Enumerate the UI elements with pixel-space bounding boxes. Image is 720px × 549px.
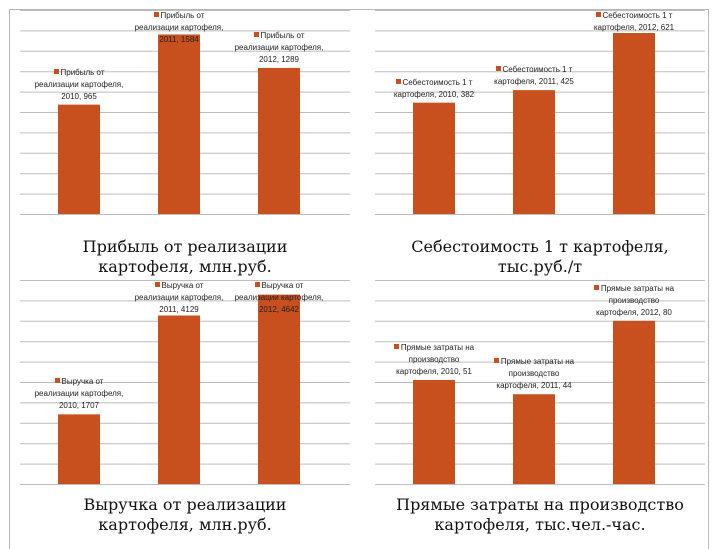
- chart-direct-costs-plot: [375, 280, 705, 485]
- chart-cost: Себестоимость 1 т картофеля, тыс.руб./т …: [375, 10, 705, 282]
- chart-cost-data-label-2010: Себестоимость 1 т картофеля, 2010, 382: [389, 77, 479, 101]
- chart-revenue-bar-2012: [258, 294, 300, 484]
- data-label-text: Прибыль от реализации картофеля, 2011, 1…: [134, 11, 224, 44]
- legend-swatch-icon: [395, 78, 401, 84]
- chart-revenue-title: Выручка от реализации картофеля, млн.руб…: [83, 495, 287, 534]
- data-label-text: Прямые затраты на производство картофеля…: [596, 283, 675, 317]
- chart-cost-bar-2010: [413, 102, 455, 214]
- chart-profit-data-label-2012: Прибыль от реализации картофеля, 2012, 1…: [234, 30, 324, 66]
- data-label-text: Себестоимость 1 т картофеля, 2012, 621: [593, 11, 675, 32]
- chart-revenue-data-label-2012: Выручка от реализации картофеля, 2012, 4…: [234, 280, 324, 316]
- chart-revenue-bar-2010: [58, 414, 100, 484]
- chart-cost-data-label-2011: Себестоимость 1 т картофеля, 2011, 425: [489, 64, 579, 88]
- chart-direct-costs-data-label-2011: Прямые затраты на производство картофеля…: [489, 356, 579, 392]
- legend-swatch-icon: [495, 66, 501, 72]
- data-label-text: Выручка от реализации картофеля, 2011, 4…: [134, 281, 224, 314]
- chart-profit-title: Прибыль от реализации картофеля, млн.руб…: [82, 237, 288, 276]
- chart-profit: Прибыль от реализации картофеля, млн.руб…: [20, 10, 350, 282]
- chart-direct-costs-title: Прямые затраты на производство картофеля…: [396, 495, 684, 534]
- data-label-text: Прямые затраты на производство картофеля…: [396, 342, 475, 376]
- chart-profit-bar-2012: [258, 67, 300, 214]
- slide-border: [9, 9, 709, 549]
- legend-swatch-icon: [593, 284, 599, 290]
- legend-swatch-icon: [54, 378, 60, 384]
- chart-profit-plot: [20, 10, 350, 215]
- chart-profit-bar-2011: [158, 34, 200, 215]
- chart-cost-title: Себестоимость 1 т картофеля, тыс.руб./т: [411, 237, 669, 276]
- data-label-text: Прибыль от реализации картофеля, 2012, 1…: [234, 30, 324, 64]
- chart-revenue-plot: [20, 280, 350, 485]
- chart-direct-costs-bar-2012: [613, 320, 655, 484]
- legend-swatch-icon: [595, 12, 601, 17]
- legend-swatch-icon: [53, 68, 59, 74]
- legend-swatch-icon: [154, 282, 160, 287]
- data-label-text: Прибыль от реализации картофеля, 2010, 9…: [34, 67, 124, 101]
- data-label-text: Себестоимость 1 т картофеля, 2010, 382: [393, 77, 475, 99]
- legend-swatch-icon: [393, 343, 399, 349]
- chart-profit-bar-2010: [58, 104, 100, 214]
- chart-direct-costs-bar-2010: [413, 379, 455, 484]
- chart-profit-data-label-2010: Прибыль от реализации картофеля, 2010, 9…: [34, 67, 124, 103]
- chart-revenue-data-label-2011: Выручка от реализации картофеля, 2011, 4…: [134, 280, 224, 316]
- chart-revenue-bar-2011: [158, 315, 200, 484]
- legend-swatch-icon: [153, 12, 159, 17]
- legend-swatch-icon: [253, 31, 259, 37]
- chart-direct-costs-bar-2011: [513, 394, 555, 484]
- chart-cost-bar-2012: [613, 33, 655, 214]
- data-label-text: Себестоимость 1 т картофеля, 2011, 425: [494, 65, 574, 87]
- chart-direct-costs-data-label-2010: Прямые затраты на производство картофеля…: [389, 342, 479, 378]
- chart-cost-bar-2011: [513, 90, 555, 214]
- chart-direct-costs-data-label-2012: Прямые затраты на производство картофеля…: [589, 283, 679, 319]
- data-label-text: Прямые затраты на производство картофеля…: [496, 357, 575, 391]
- data-label-text: Выручка от реализации картофеля, 2010, 1…: [34, 377, 124, 411]
- chart-profit-data-label-2011: Прибыль от реализации картофеля, 2011, 1…: [134, 10, 224, 46]
- legend-swatch-icon: [493, 358, 499, 364]
- chart-cost-data-label-2012: Себестоимость 1 т картофеля, 2012, 621: [589, 10, 679, 34]
- chart-direct-costs: Прямые затраты на производство картофеля…: [375, 280, 705, 540]
- legend-swatch-icon: [254, 282, 260, 287]
- data-label-text: Выручка от реализации картофеля, 2012, 4…: [234, 281, 324, 314]
- chart-revenue: Выручка от реализации картофеля, млн.руб…: [20, 280, 350, 540]
- chart-revenue-data-label-2010: Выручка от реализации картофеля, 2010, 1…: [34, 376, 124, 412]
- chart-cost-plot: [375, 10, 705, 215]
